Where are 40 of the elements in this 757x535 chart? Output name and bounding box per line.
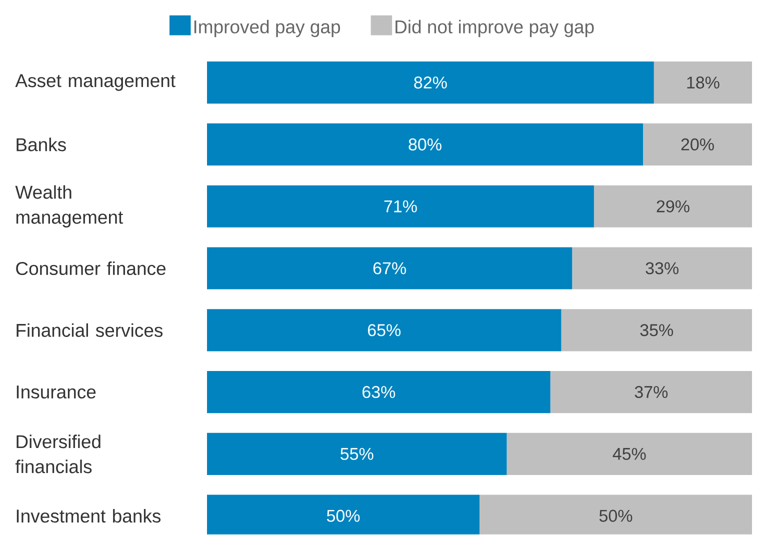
bar bbox=[207, 185, 594, 228]
bar bbox=[207, 62, 654, 104]
bar bbox=[207, 432, 507, 475]
data-label: 50% bbox=[599, 510, 632, 522]
bar bbox=[594, 185, 752, 228]
data-label: 35% bbox=[640, 324, 674, 336]
bar bbox=[572, 247, 752, 290]
data-label: 45% bbox=[612, 448, 646, 460]
bar bbox=[643, 123, 752, 166]
legend-label: Improved pay gap bbox=[194, 20, 340, 38]
data-label: 18% bbox=[687, 76, 720, 89]
bar bbox=[550, 371, 752, 414]
y-tick-label: Investment banks bbox=[16, 509, 161, 523]
y-tick-label: Diversified financials bbox=[15, 434, 100, 474]
data-label: 37% bbox=[634, 386, 668, 398]
data-label: 67% bbox=[373, 262, 406, 274]
data-label: 33% bbox=[646, 262, 678, 274]
y-tick-label: Wealth management bbox=[15, 185, 124, 228]
bar bbox=[561, 309, 752, 352]
legend-label: Did not improve pay gap bbox=[396, 20, 594, 38]
data-label: 55% bbox=[340, 448, 374, 460]
y-tick-label: Banks bbox=[16, 138, 66, 152]
data-label: 20% bbox=[681, 138, 714, 150]
data-label: 29% bbox=[656, 200, 690, 212]
data-label: 50% bbox=[326, 510, 360, 522]
y-tick-label: Consumer finance bbox=[16, 261, 166, 276]
data-label: 63% bbox=[362, 386, 396, 398]
bar bbox=[207, 309, 562, 352]
data-label: 82% bbox=[414, 76, 447, 89]
data-label: 65% bbox=[368, 324, 401, 336]
y-tick-label: Financial services bbox=[16, 323, 163, 337]
data-label: 71% bbox=[384, 200, 417, 212]
y-tick-label: Asset management bbox=[15, 74, 176, 91]
bar bbox=[506, 432, 752, 475]
bar bbox=[207, 123, 644, 166]
bar bbox=[207, 247, 572, 290]
y-tick-label: Insurance bbox=[16, 386, 96, 399]
bar bbox=[207, 371, 550, 414]
data-label: 80% bbox=[408, 138, 442, 150]
bar bbox=[654, 62, 752, 104]
